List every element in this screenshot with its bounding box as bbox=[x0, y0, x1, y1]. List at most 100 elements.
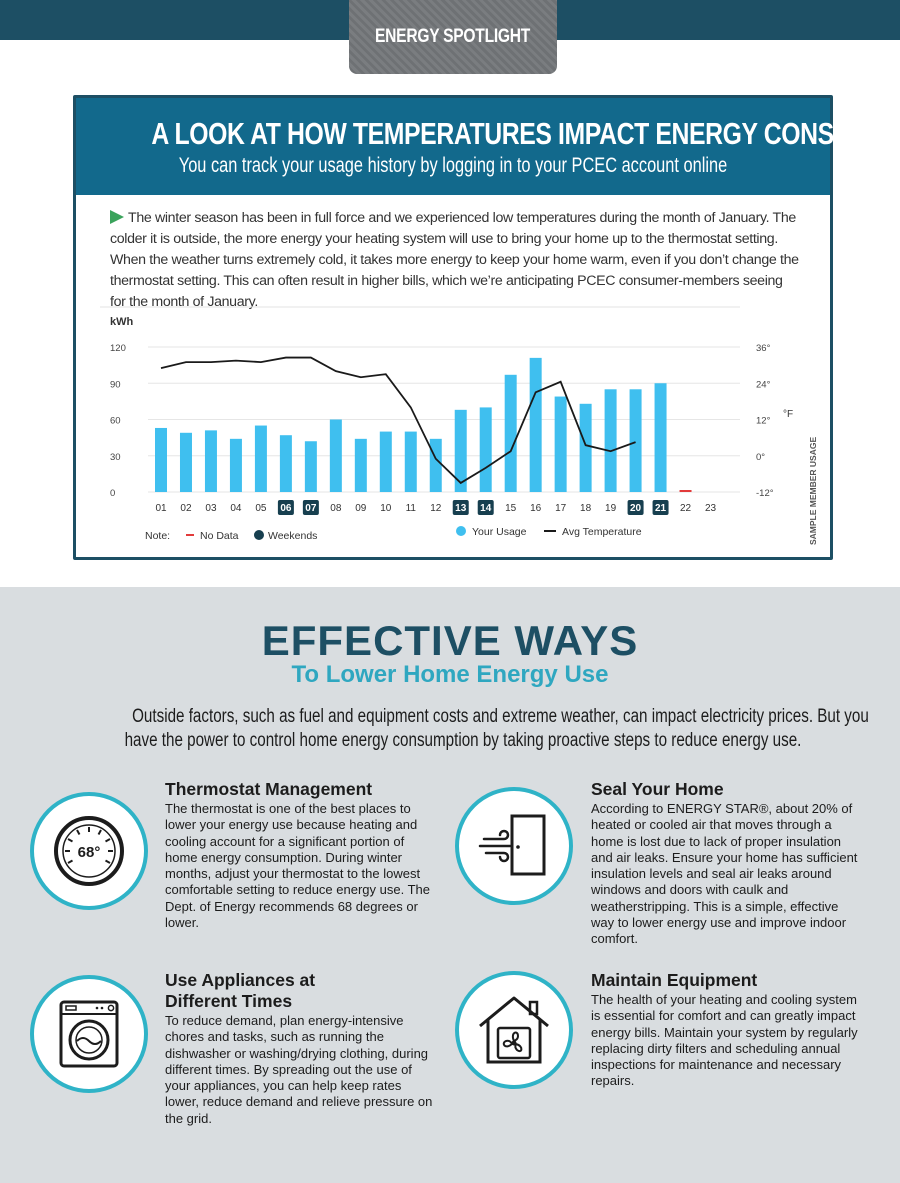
sample-watermark: SAMPLE MEMBER USAGE bbox=[808, 437, 818, 545]
usage-bar bbox=[654, 383, 667, 492]
thermostat-icon: 68° bbox=[30, 792, 148, 910]
spotlight-card: A LOOK AT HOW TEMPERATURES IMPACT ENERGY… bbox=[73, 95, 900, 560]
usage-bar bbox=[554, 396, 567, 492]
weekend-marker bbox=[652, 500, 669, 515]
x-tick-label: 02 bbox=[180, 503, 192, 514]
x-tick-label: 10 bbox=[380, 503, 392, 514]
section-tab: ENERGY SPOTLIGHT bbox=[349, 0, 557, 74]
tip-title-maintain: Maintain Equipment bbox=[591, 970, 758, 990]
legend-temp: Avg Temperature bbox=[562, 526, 642, 538]
usage-bar bbox=[254, 425, 267, 492]
usage-bar bbox=[529, 357, 542, 492]
effective-intro: Outside factors, such as fuel and equipm… bbox=[40, 705, 869, 753]
y2-axis-label: °F bbox=[783, 409, 793, 420]
temperature-line bbox=[160, 356, 636, 485]
y2-tick-label: 0° bbox=[756, 452, 765, 463]
x-tick-label: 19 bbox=[605, 503, 617, 514]
x-tick-label: 04 bbox=[230, 503, 242, 514]
y-tick-label: 30 bbox=[110, 452, 121, 463]
section-tab-label: ENERGY SPOTLIGHT bbox=[375, 26, 531, 47]
usage-bar bbox=[604, 389, 617, 492]
usage-bar bbox=[479, 407, 492, 492]
tip-title-appliances: Use Appliances at Different Times bbox=[165, 970, 435, 1012]
y2-tick-label: -12° bbox=[756, 488, 774, 499]
x-tick-label: 18 bbox=[580, 503, 592, 514]
usage-bar bbox=[429, 438, 442, 492]
legend-weekends-swatch bbox=[254, 530, 264, 540]
y-axis-label: kWh bbox=[110, 316, 134, 328]
x-tick-label: 22 bbox=[680, 503, 692, 514]
effective-intro-line1: Outside factors, such as fuel and equipm… bbox=[132, 706, 869, 727]
weekend-marker bbox=[627, 500, 644, 515]
x-tick-label: 11 bbox=[406, 503, 417, 514]
y-tick-label: 120 bbox=[110, 343, 126, 354]
x-tick-label: 09 bbox=[355, 503, 367, 514]
washing-machine-icon bbox=[30, 975, 148, 1093]
x-tick-label: 07 bbox=[305, 503, 317, 514]
x-tick-label: 01 bbox=[155, 503, 167, 514]
x-tick-label: 23 bbox=[705, 503, 717, 514]
spotlight-subtitle: You can track your usage history by logg… bbox=[178, 154, 728, 177]
spotlight-intro-text: The winter season has been in full force… bbox=[110, 210, 799, 310]
x-tick-label: 13 bbox=[455, 503, 467, 514]
usage-chart-svg: 0 30 60 90 120 -12° 0° 12° 24° 36° kWh °F 01 02 03 04 05… bbox=[100, 306, 818, 545]
legend-usage-swatch bbox=[456, 526, 466, 536]
x-tick-label: 12 bbox=[430, 503, 442, 514]
y-tick-label: 0 bbox=[110, 488, 115, 499]
x-tick-label: 14 bbox=[480, 503, 492, 514]
usage-bar bbox=[229, 438, 242, 492]
usage-bar bbox=[204, 430, 217, 492]
tip-title-appliances-line1: Use Appliances at bbox=[165, 970, 316, 990]
usage-bar bbox=[304, 441, 317, 492]
x-tick-label: 08 bbox=[330, 503, 342, 514]
tip-text-seal: According to ENERGY STAR®, about 20% of … bbox=[591, 801, 858, 947]
y-tick-label: 60 bbox=[110, 416, 121, 427]
weekend-marker bbox=[477, 500, 494, 515]
effective-subtitle: To Lower Home Energy Use bbox=[291, 661, 609, 688]
legend-usage: Your Usage bbox=[472, 526, 527, 538]
effective-ways-section: EFFECTIVE WAYS To Lower Home Energy Use … bbox=[0, 587, 900, 1183]
y-tick-label: 90 bbox=[110, 379, 121, 390]
usage-bar bbox=[579, 403, 592, 492]
x-tick-label: 03 bbox=[205, 503, 217, 514]
tip-title-appliances-line2: Different Times bbox=[165, 991, 293, 1011]
usage-bar bbox=[379, 431, 392, 492]
x-tick-label: 06 bbox=[280, 503, 292, 514]
y2-tick-label: 36° bbox=[756, 343, 771, 354]
spotlight-title: A LOOK AT HOW TEMPERATURES IMPACT ENERGY… bbox=[151, 116, 900, 151]
tip-text-thermostat: The thermostat is one of the best places… bbox=[165, 801, 430, 931]
usage-bar bbox=[279, 435, 292, 492]
tip-title-thermostat: Thermostat Management bbox=[165, 779, 373, 799]
usage-bar bbox=[155, 427, 167, 492]
house-fan-icon bbox=[455, 971, 573, 1089]
thermostat-icon-label: 68° bbox=[78, 844, 101, 861]
effective-intro-line2: have the power to control home energy co… bbox=[124, 730, 802, 751]
door-draft-icon bbox=[455, 787, 573, 905]
x-tick-label: 05 bbox=[255, 503, 267, 514]
spotlight-intro: The winter season has been in full force… bbox=[110, 208, 800, 313]
legend-no-data: No Data bbox=[200, 530, 239, 542]
tip-title-seal: Seal Your Home bbox=[591, 779, 724, 799]
x-tick-label: 15 bbox=[505, 503, 517, 514]
usage-bar bbox=[329, 419, 342, 492]
effective-title: EFFECTIVE WAYS bbox=[261, 617, 639, 664]
weekend-marker bbox=[277, 500, 294, 515]
weekend-marker bbox=[452, 500, 469, 515]
usage-bar bbox=[504, 374, 517, 492]
tip-text-maintain: The health of your heating and cooling s… bbox=[591, 992, 858, 1089]
y2-tick-label: 12° bbox=[756, 416, 771, 427]
play-arrow-icon bbox=[110, 210, 124, 224]
y2-tick-label: 24° bbox=[756, 379, 771, 390]
usage-bar bbox=[179, 432, 192, 492]
weekend-marker bbox=[302, 500, 319, 515]
usage-bar bbox=[404, 431, 417, 492]
x-tick-label: 16 bbox=[530, 503, 542, 514]
spotlight-header: A LOOK AT HOW TEMPERATURES IMPACT ENERGY… bbox=[76, 98, 900, 195]
usage-chart: 0 30 60 90 120 -12° 0° 12° 24° 36° kWh °F 01 02 03 04 05… bbox=[100, 305, 820, 555]
x-tick-label: 17 bbox=[555, 503, 567, 514]
legend-weekends: Weekends bbox=[268, 530, 317, 542]
tip-text-appliances: To reduce demand, plan energy-intensive … bbox=[165, 1013, 433, 1126]
x-tick-label: 21 bbox=[655, 503, 667, 514]
usage-bar bbox=[629, 389, 642, 492]
usage-bar bbox=[354, 438, 367, 492]
